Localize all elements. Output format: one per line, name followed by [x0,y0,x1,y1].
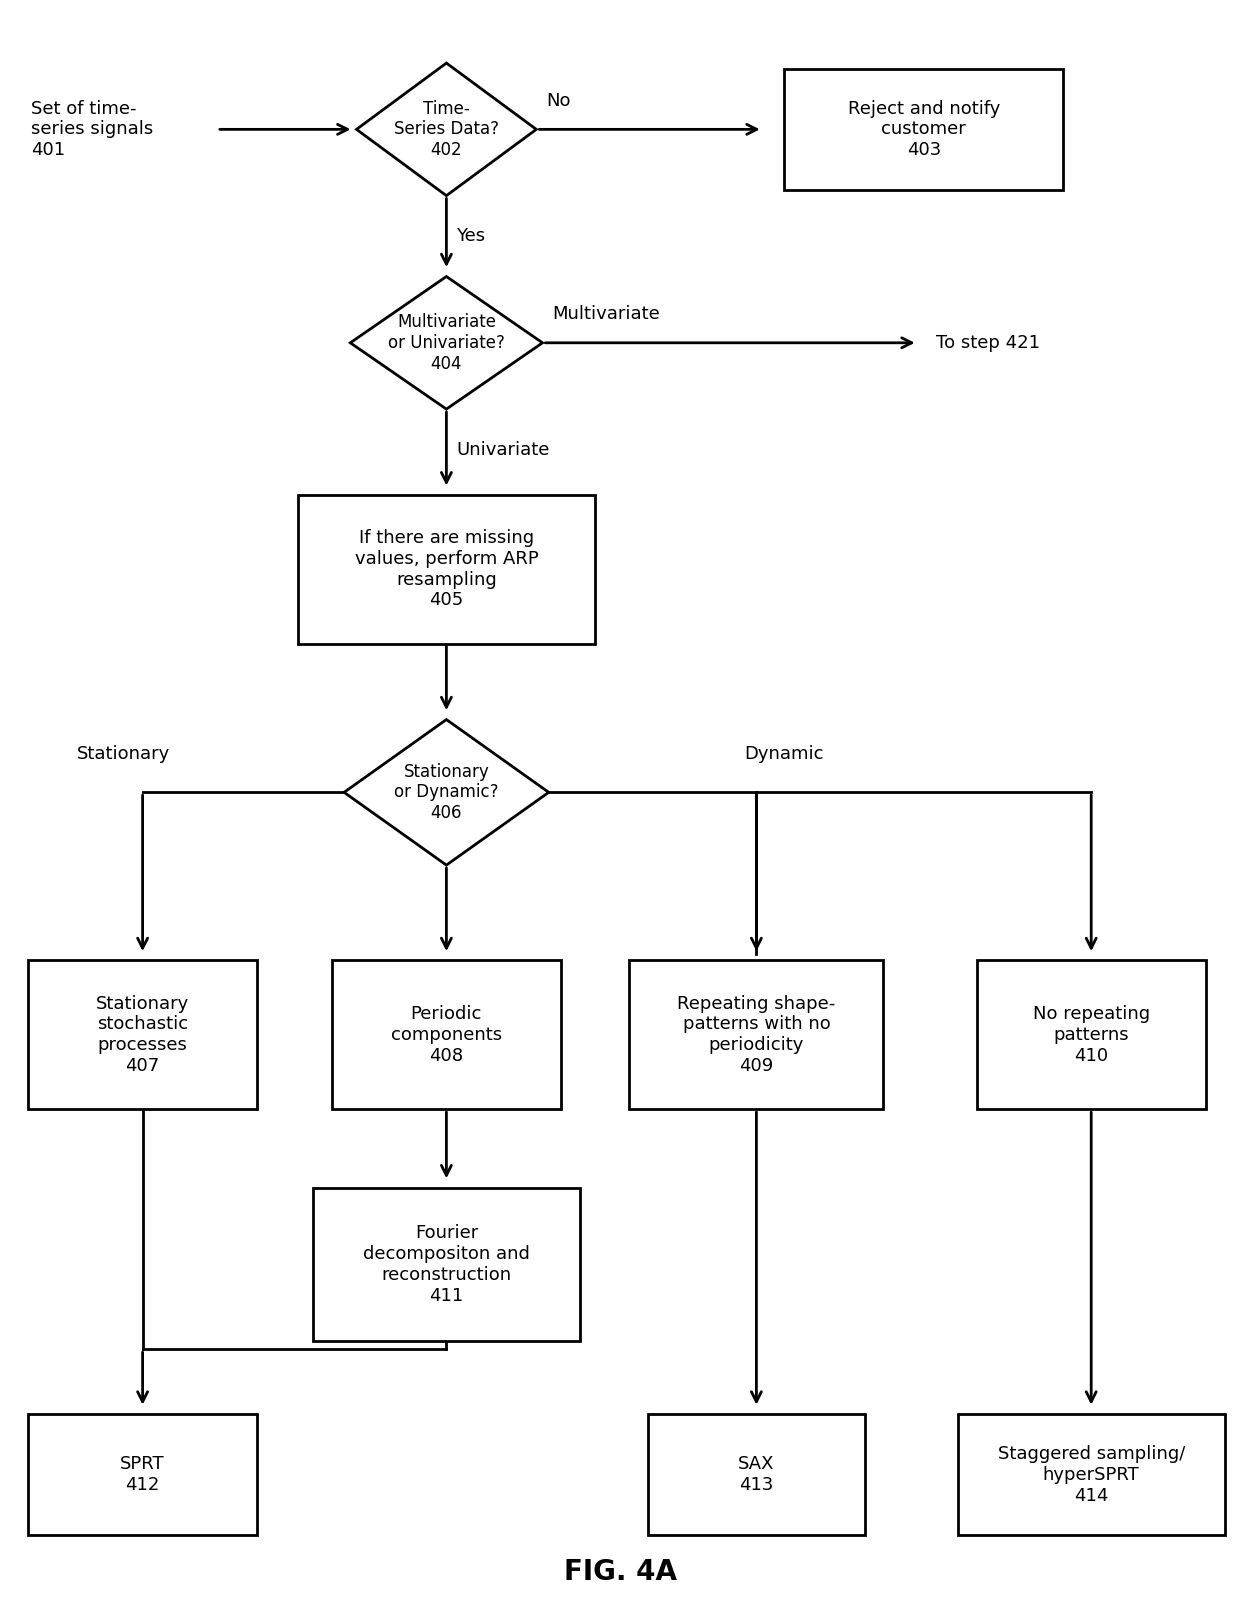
Text: Staggered sampling/
hyperSPRT
414: Staggered sampling/ hyperSPRT 414 [997,1446,1185,1504]
Text: Univariate: Univariate [456,440,549,459]
Bar [647,1413,866,1536]
Text: Multivariate: Multivariate [552,306,660,323]
Bar [977,960,1205,1109]
Text: If there are missing
values, perform ARP
resampling
405: If there are missing values, perform ARP… [355,529,538,610]
Text: SAX
413: SAX 413 [738,1455,775,1494]
Text: SPRT
412: SPRT 412 [120,1455,165,1494]
Bar [629,960,883,1109]
Text: Time-
Series Data?
402: Time- Series Data? 402 [394,100,498,158]
Text: Dynamic: Dynamic [744,745,823,763]
Polygon shape [343,720,549,865]
Bar [29,960,258,1109]
Text: Stationary: Stationary [77,745,171,763]
Bar [331,960,560,1109]
Text: No repeating
patterns
410: No repeating patterns 410 [1033,1006,1149,1064]
Bar [312,1187,580,1342]
Text: To step 421: To step 421 [936,333,1040,353]
Polygon shape [350,277,543,409]
Text: Periodic
components
408: Periodic components 408 [391,1006,502,1064]
Text: No: No [546,92,570,110]
Polygon shape [357,63,536,196]
Text: Stationary
stochastic
processes
407: Stationary stochastic processes 407 [95,994,190,1075]
Text: Set of time-
series signals
401: Set of time- series signals 401 [31,100,154,158]
Text: Fourier
decompositon and
reconstruction
411: Fourier decompositon and reconstruction … [363,1224,529,1305]
Text: Multivariate
or Univariate?
404: Multivariate or Univariate? 404 [388,314,505,372]
Text: Repeating shape-
patterns with no
periodicity
409: Repeating shape- patterns with no period… [677,994,836,1075]
Text: Stationary
or Dynamic?
406: Stationary or Dynamic? 406 [394,763,498,821]
Bar [957,1413,1225,1536]
Bar [298,495,595,644]
Text: FIG. 4A: FIG. 4A [563,1557,677,1586]
Text: Yes: Yes [456,226,485,246]
Text: Reject and notify
customer
403: Reject and notify customer 403 [848,100,999,158]
Bar [29,1413,258,1536]
Bar [784,68,1063,189]
